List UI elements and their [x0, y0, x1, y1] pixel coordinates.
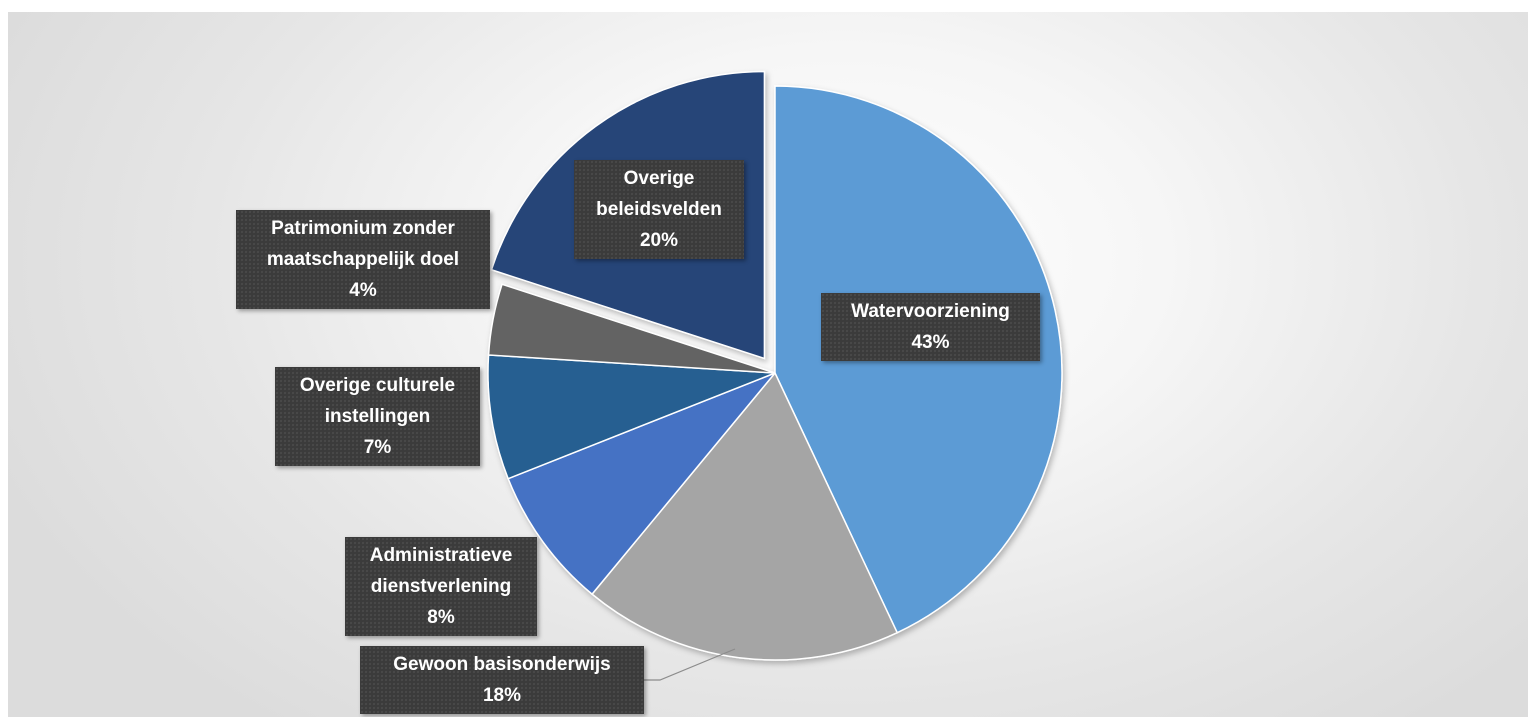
label-category: Patrimonium zonder maatschappelijk doel [266, 218, 460, 270]
pie-chart [487, 70, 1063, 681]
data-label-overige-culturele-instellingen: Overige culturele instellingen 7% [275, 367, 480, 466]
pie-slice-administratieve-dienstverlening [507, 372, 776, 596]
label-category: Gewoon basisonderwijs [393, 654, 611, 675]
label-category: Overige culturele instellingen [299, 375, 456, 427]
data-label-gewoon-basisonderwijs: Gewoon basisonderwijs 18% [360, 646, 644, 714]
chart-area: Watervoorziening 43% Gewoon basisonderwi… [8, 12, 1528, 717]
data-label-administratieve-dienstverlening: Administratieve dienstverlening 8% [345, 537, 537, 636]
pie-slice-overige-culturele-instellingen [487, 354, 776, 480]
label-category: Overige beleidsvelden [596, 168, 722, 220]
data-label-patrimonium-zonder-maatschappelijk-doel: Patrimonium zonder maatschappelijk doel … [236, 210, 490, 309]
label-percentage: 4% [349, 280, 377, 301]
data-label-overige-beleidsvelden: Overige beleidsvelden 20% [574, 160, 744, 259]
pie-slice-gewoon-basisonderwijs [591, 371, 899, 661]
data-label-watervoorziening: Watervoorziening 43% [821, 293, 1040, 361]
label-percentage: 18% [482, 685, 522, 706]
label-percentage: 43% [911, 332, 950, 353]
label-category: Administratieve dienstverlening [369, 545, 513, 597]
pie-slice-patrimonium-zonder-maatschappelijk-doel [487, 283, 776, 374]
label-category: Watervoorziening [851, 301, 1010, 322]
label-percentage: 8% [427, 607, 455, 628]
leader-line-gewoon-basisonderwijs [644, 648, 736, 681]
label-percentage: 20% [639, 230, 679, 251]
label-percentage: 7% [363, 437, 392, 458]
